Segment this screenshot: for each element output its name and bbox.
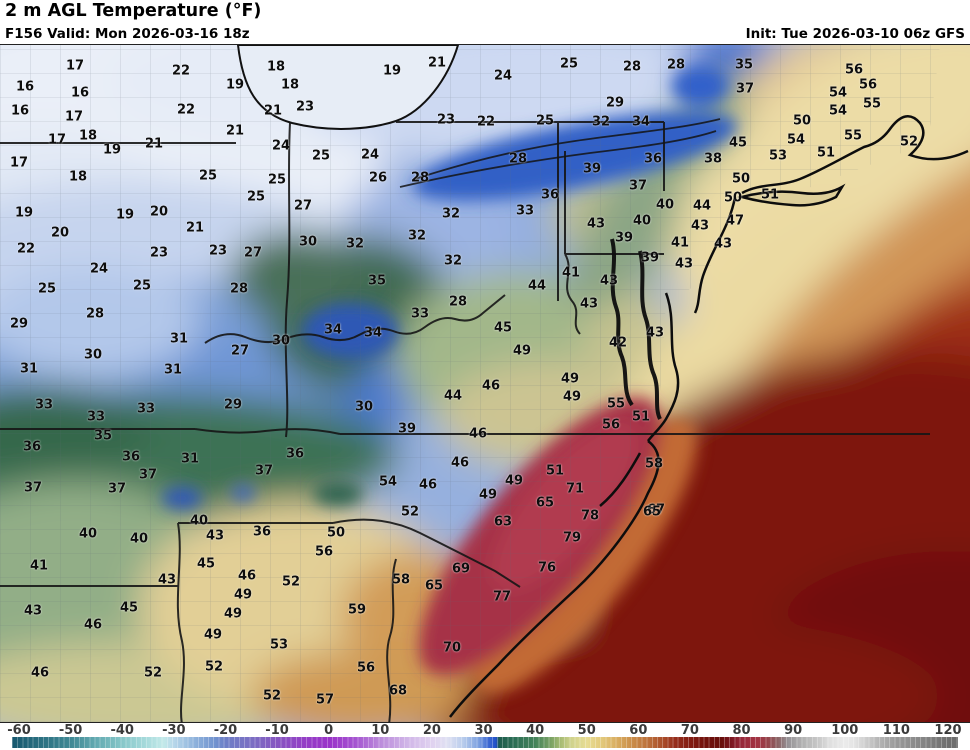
colorbar-tick-label: 70 <box>680 723 699 738</box>
colorbar-tick-label: 80 <box>732 723 751 738</box>
colorbar-tick-label: -40 <box>110 723 134 738</box>
colorbar-tick-label: 40 <box>526 723 545 738</box>
colorbar-tick-label: -60 <box>7 723 31 738</box>
colorbar-tick-label: 110 <box>882 723 910 738</box>
lake-erie-shoreline <box>399 118 721 188</box>
colorbar-tick-label: 90 <box>784 723 803 738</box>
valid-time-label: F156 Valid: Mon 2026-03-16 18z <box>5 26 250 42</box>
state-borders <box>0 121 930 722</box>
colorbar-tick-label: 50 <box>577 723 596 738</box>
colorbar-step-lines <box>12 737 958 748</box>
logo-text-right: tal weather <box>732 721 963 722</box>
colorbar-tick-label: 60 <box>629 723 648 738</box>
header: 2 m AGL Temperature (°F) F156 Valid: Mon… <box>0 0 970 44</box>
colorbar-tick-label: 20 <box>422 723 441 738</box>
colorbar-tick-label: 120 <box>934 723 962 738</box>
map-region[interactable]: 17 22 18 16 19 18 16 16 22 21 23 17 21 17 18 24 25 19 21 17… <box>0 44 970 723</box>
colorbar-tick-label: -50 <box>58 723 83 738</box>
page-title: 2 m AGL Temperature (°F) <box>5 1 262 21</box>
colorbar-tick-label: -20 <box>213 723 238 738</box>
colorbar-tick-label: 100 <box>831 723 859 738</box>
colorbar-tick-label: -10 <box>265 723 289 738</box>
logo-text-left: piv <box>674 721 735 722</box>
chesapeake-bay <box>610 238 662 420</box>
pivotal-weather-logo: piv tal weather <box>674 721 963 722</box>
colorbar-tick-label: 0 <box>324 723 334 738</box>
colorbar-ticks: -60 -50 -40 -30 -20 -10 0 10 20 30 40 50 60 70 80 90 100… <box>0 723 970 738</box>
colorbar-tick-label: 30 <box>474 723 493 738</box>
temperature-map-graphic <box>0 45 970 722</box>
colorbar-tick-label: -30 <box>162 723 186 738</box>
colorbar-gradient <box>12 737 958 748</box>
colorbar-tick-label: 10 <box>371 723 390 738</box>
lake-michigan <box>236 45 460 130</box>
atlantic-coastline <box>449 115 969 718</box>
init-time-label: Init: Tue 2026-03-10 06z GFS <box>745 26 965 42</box>
colorbar-area: -60 -50 -40 -30 -20 -10 0 10 20 30 40 50 60 70 80 90 100… <box>0 723 970 750</box>
